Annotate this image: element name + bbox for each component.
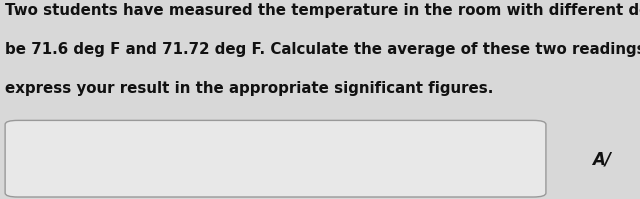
FancyBboxPatch shape — [5, 120, 546, 197]
Text: be 71.6 deg F and 71.72 deg F. Calculate the average of these two readings and: be 71.6 deg F and 71.72 deg F. Calculate… — [5, 42, 640, 57]
Text: express your result in the appropriate significant figures.: express your result in the appropriate s… — [5, 81, 493, 96]
Text: Two students have measured the temperature in the room with different devices to: Two students have measured the temperatu… — [5, 3, 640, 18]
Text: A/: A/ — [592, 150, 611, 168]
